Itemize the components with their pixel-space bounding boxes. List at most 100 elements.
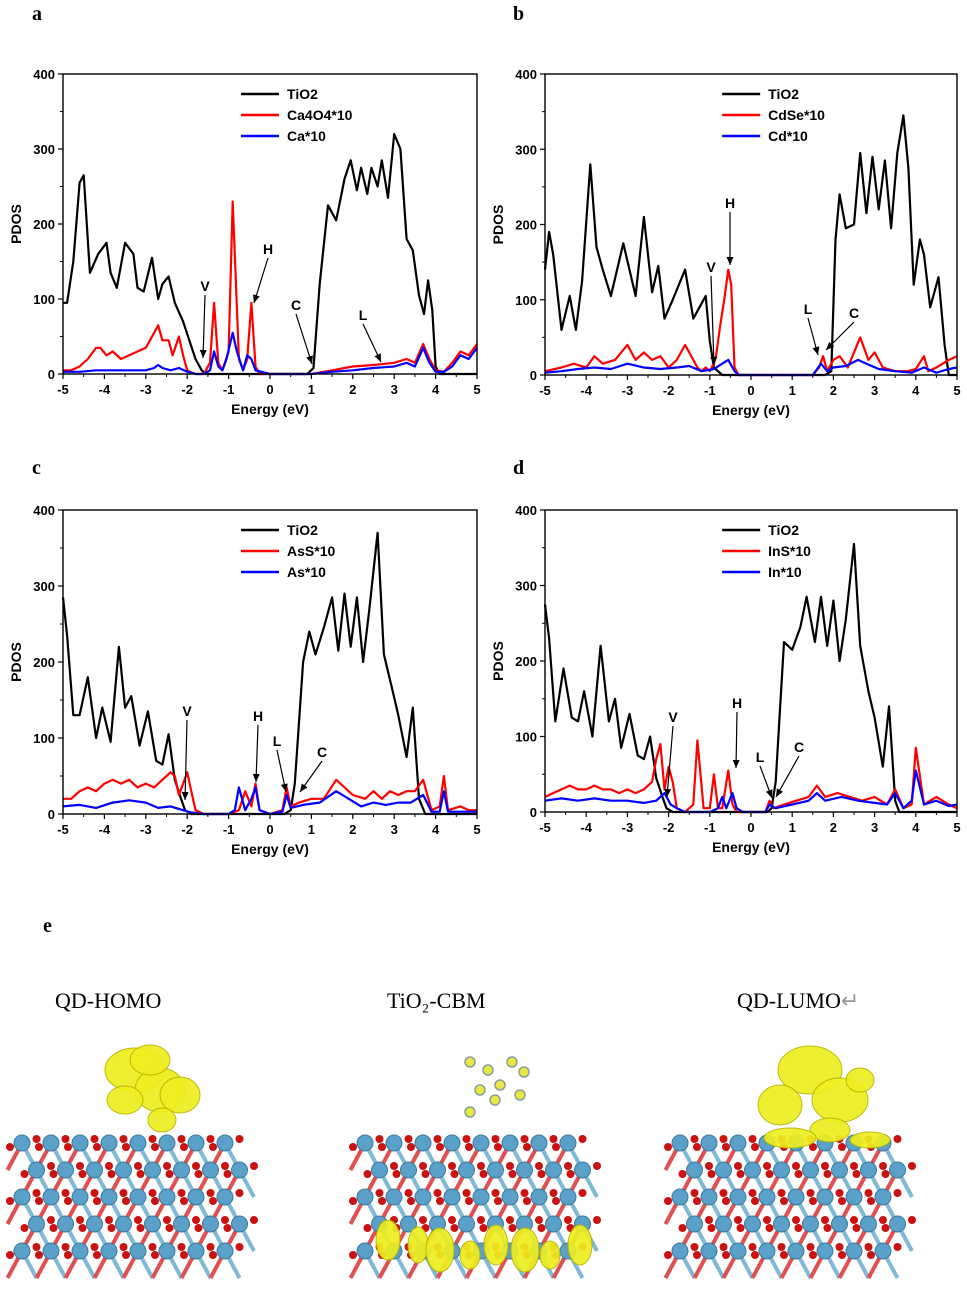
o-atom: [838, 1197, 846, 1205]
x-tick-label: -5: [539, 820, 551, 835]
ti-atom: [429, 1161, 446, 1179]
o-atom: [751, 1197, 759, 1205]
o-atom: [719, 1243, 728, 1251]
o-atom: [850, 1216, 858, 1224]
x-tick-label: 3: [391, 382, 398, 397]
o-atom: [209, 1143, 217, 1151]
ti-atom: [57, 1215, 74, 1233]
ti-atom: [787, 1242, 805, 1260]
y-tick-label: 100: [515, 730, 537, 745]
ti-atom: [356, 1242, 374, 1260]
o-atom: [792, 1162, 800, 1170]
o-atom: [6, 1143, 14, 1151]
x-tick-label: -1: [223, 382, 235, 397]
o-atom: [61, 1135, 70, 1143]
ti-atom: [71, 1188, 89, 1206]
y-tick-label: 100: [33, 731, 55, 746]
o-atom: [593, 1216, 601, 1224]
legend-label: TiO2: [768, 522, 799, 538]
ti-atom: [860, 1215, 877, 1233]
annotation-arrow: [184, 719, 188, 801]
o-atom: [690, 1135, 699, 1143]
ti-atom: [400, 1215, 417, 1233]
plot-frame: [544, 73, 958, 376]
annotation-arrowhead: [732, 759, 740, 768]
x-tick-label: 2: [349, 822, 356, 837]
y-tick-label: 400: [33, 503, 55, 518]
o-atom: [465, 1197, 473, 1205]
y-tick-label: 200: [515, 218, 537, 233]
o-atom: [792, 1216, 800, 1224]
o-atom: [462, 1135, 471, 1143]
x-tick-label: -3: [622, 820, 634, 835]
ti-atom: [371, 1161, 388, 1179]
o-atom: [177, 1135, 186, 1143]
ti-atom: [100, 1242, 118, 1260]
return-glyph: ↵: [841, 988, 859, 1013]
y-tick-label: 0: [530, 368, 537, 383]
o-atom: [705, 1162, 713, 1170]
qd-atom: [489, 1094, 501, 1106]
ti-atom: [400, 1161, 417, 1179]
annotation-l: L: [756, 749, 765, 765]
o-atom: [465, 1143, 473, 1151]
ti-atom: [100, 1134, 118, 1152]
o-atom: [20, 1224, 29, 1232]
legend: TiO2 Ca4O4*10 Ca*10: [241, 86, 353, 144]
isosurface-lobe: [375, 1219, 401, 1261]
o-atom: [421, 1170, 430, 1178]
structure-title-tio2-cbm: TiO₂-CBM: [387, 988, 486, 1013]
x-tick-label: -1: [704, 383, 716, 398]
annotation-h: H: [725, 195, 735, 211]
y-tick-label: 0: [48, 367, 55, 382]
o-atom: [47, 1216, 55, 1224]
annotation-arrowhead: [664, 788, 672, 797]
o-atom: [392, 1170, 401, 1178]
o-atom: [491, 1135, 500, 1143]
ti-atom: [100, 1188, 118, 1206]
o-atom: [64, 1197, 72, 1205]
ti-atom: [187, 1188, 205, 1206]
annotation-v: V: [200, 278, 210, 294]
ti-atom: [472, 1188, 490, 1206]
ti-atom: [700, 1134, 718, 1152]
o-atom: [477, 1216, 485, 1224]
o-atom: [223, 1170, 232, 1178]
o-atom: [177, 1243, 186, 1251]
o-atom: [535, 1216, 543, 1224]
o-atom: [494, 1197, 502, 1205]
o-atom: [751, 1251, 759, 1259]
o-atom: [835, 1189, 844, 1197]
qd-atom: [518, 1066, 530, 1078]
o-atom: [806, 1189, 815, 1197]
o-atom: [180, 1143, 188, 1151]
o-atom: [879, 1162, 887, 1170]
annotation-arrow: [666, 725, 674, 798]
isosurface-lobe: [539, 1240, 561, 1270]
o-atom: [707, 1170, 716, 1178]
o-atom: [177, 1189, 186, 1197]
o-atom: [122, 1251, 130, 1259]
o-atom: [864, 1243, 873, 1251]
o-atom: [448, 1162, 456, 1170]
o-atom: [867, 1197, 875, 1205]
o-atom: [809, 1143, 817, 1151]
o-atom: [407, 1143, 415, 1151]
o-atom: [664, 1251, 672, 1259]
x-tick-label: -5: [539, 383, 551, 398]
x-tick-label: 4: [432, 822, 440, 837]
ti-atom: [715, 1215, 732, 1233]
ti-atom: [129, 1134, 147, 1152]
x-tick-label: 5: [473, 822, 480, 837]
ti-atom: [356, 1188, 374, 1206]
o-atom: [450, 1224, 459, 1232]
annotation-arrow: [295, 313, 313, 365]
plot-frame: [62, 509, 478, 815]
ti-atom: [831, 1161, 848, 1179]
o-atom: [349, 1197, 357, 1205]
o-atom: [719, 1135, 728, 1143]
o-atom: [90, 1189, 99, 1197]
o-atom: [722, 1197, 730, 1205]
o-atom: [375, 1135, 384, 1143]
